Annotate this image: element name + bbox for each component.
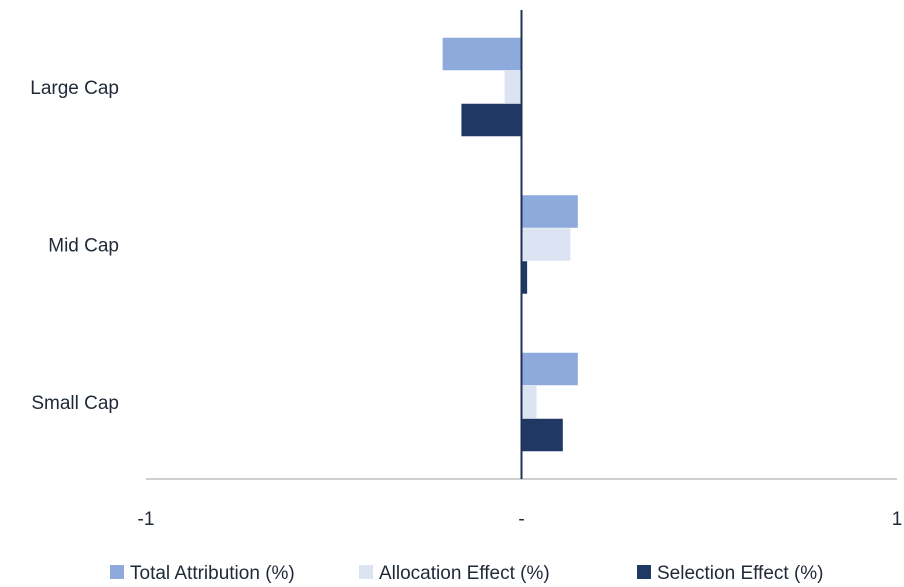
bars-layer	[442, 37, 578, 452]
legend-swatch-1	[359, 565, 373, 579]
legend-label-2: Selection Effect (%)	[657, 563, 824, 584]
bar-0-1	[521, 195, 578, 228]
legend-swatch-0	[110, 565, 124, 579]
bar-1-2	[521, 385, 537, 419]
bar-2-1	[521, 261, 528, 294]
bar-2-2	[521, 418, 563, 452]
x-tick-label-0: -1	[138, 509, 155, 530]
bar-0-2	[521, 352, 578, 386]
legend-label-1: Allocation Effect (%)	[379, 563, 550, 584]
legend-swatch-2	[637, 565, 651, 579]
legend: Total Attribution (%) Allocation Effect (…	[110, 563, 824, 584]
bar-1-0	[504, 70, 522, 104]
category-label-1: Mid Cap	[48, 236, 119, 257]
category-label-2: Small Cap	[31, 393, 119, 414]
bar-0-0	[442, 37, 522, 71]
bar-1-1	[521, 228, 571, 261]
category-label-0: Large Cap	[30, 78, 119, 99]
category-labels: Large Cap Mid Cap Small Cap	[30, 78, 119, 414]
x-tick-label-1: -	[518, 509, 524, 530]
x-tick-label-2: 1	[892, 509, 903, 530]
bar-2-0	[461, 103, 522, 137]
legend-label-0: Total Attribution (%)	[130, 563, 295, 584]
x-tick-labels: -1-1	[138, 509, 903, 530]
